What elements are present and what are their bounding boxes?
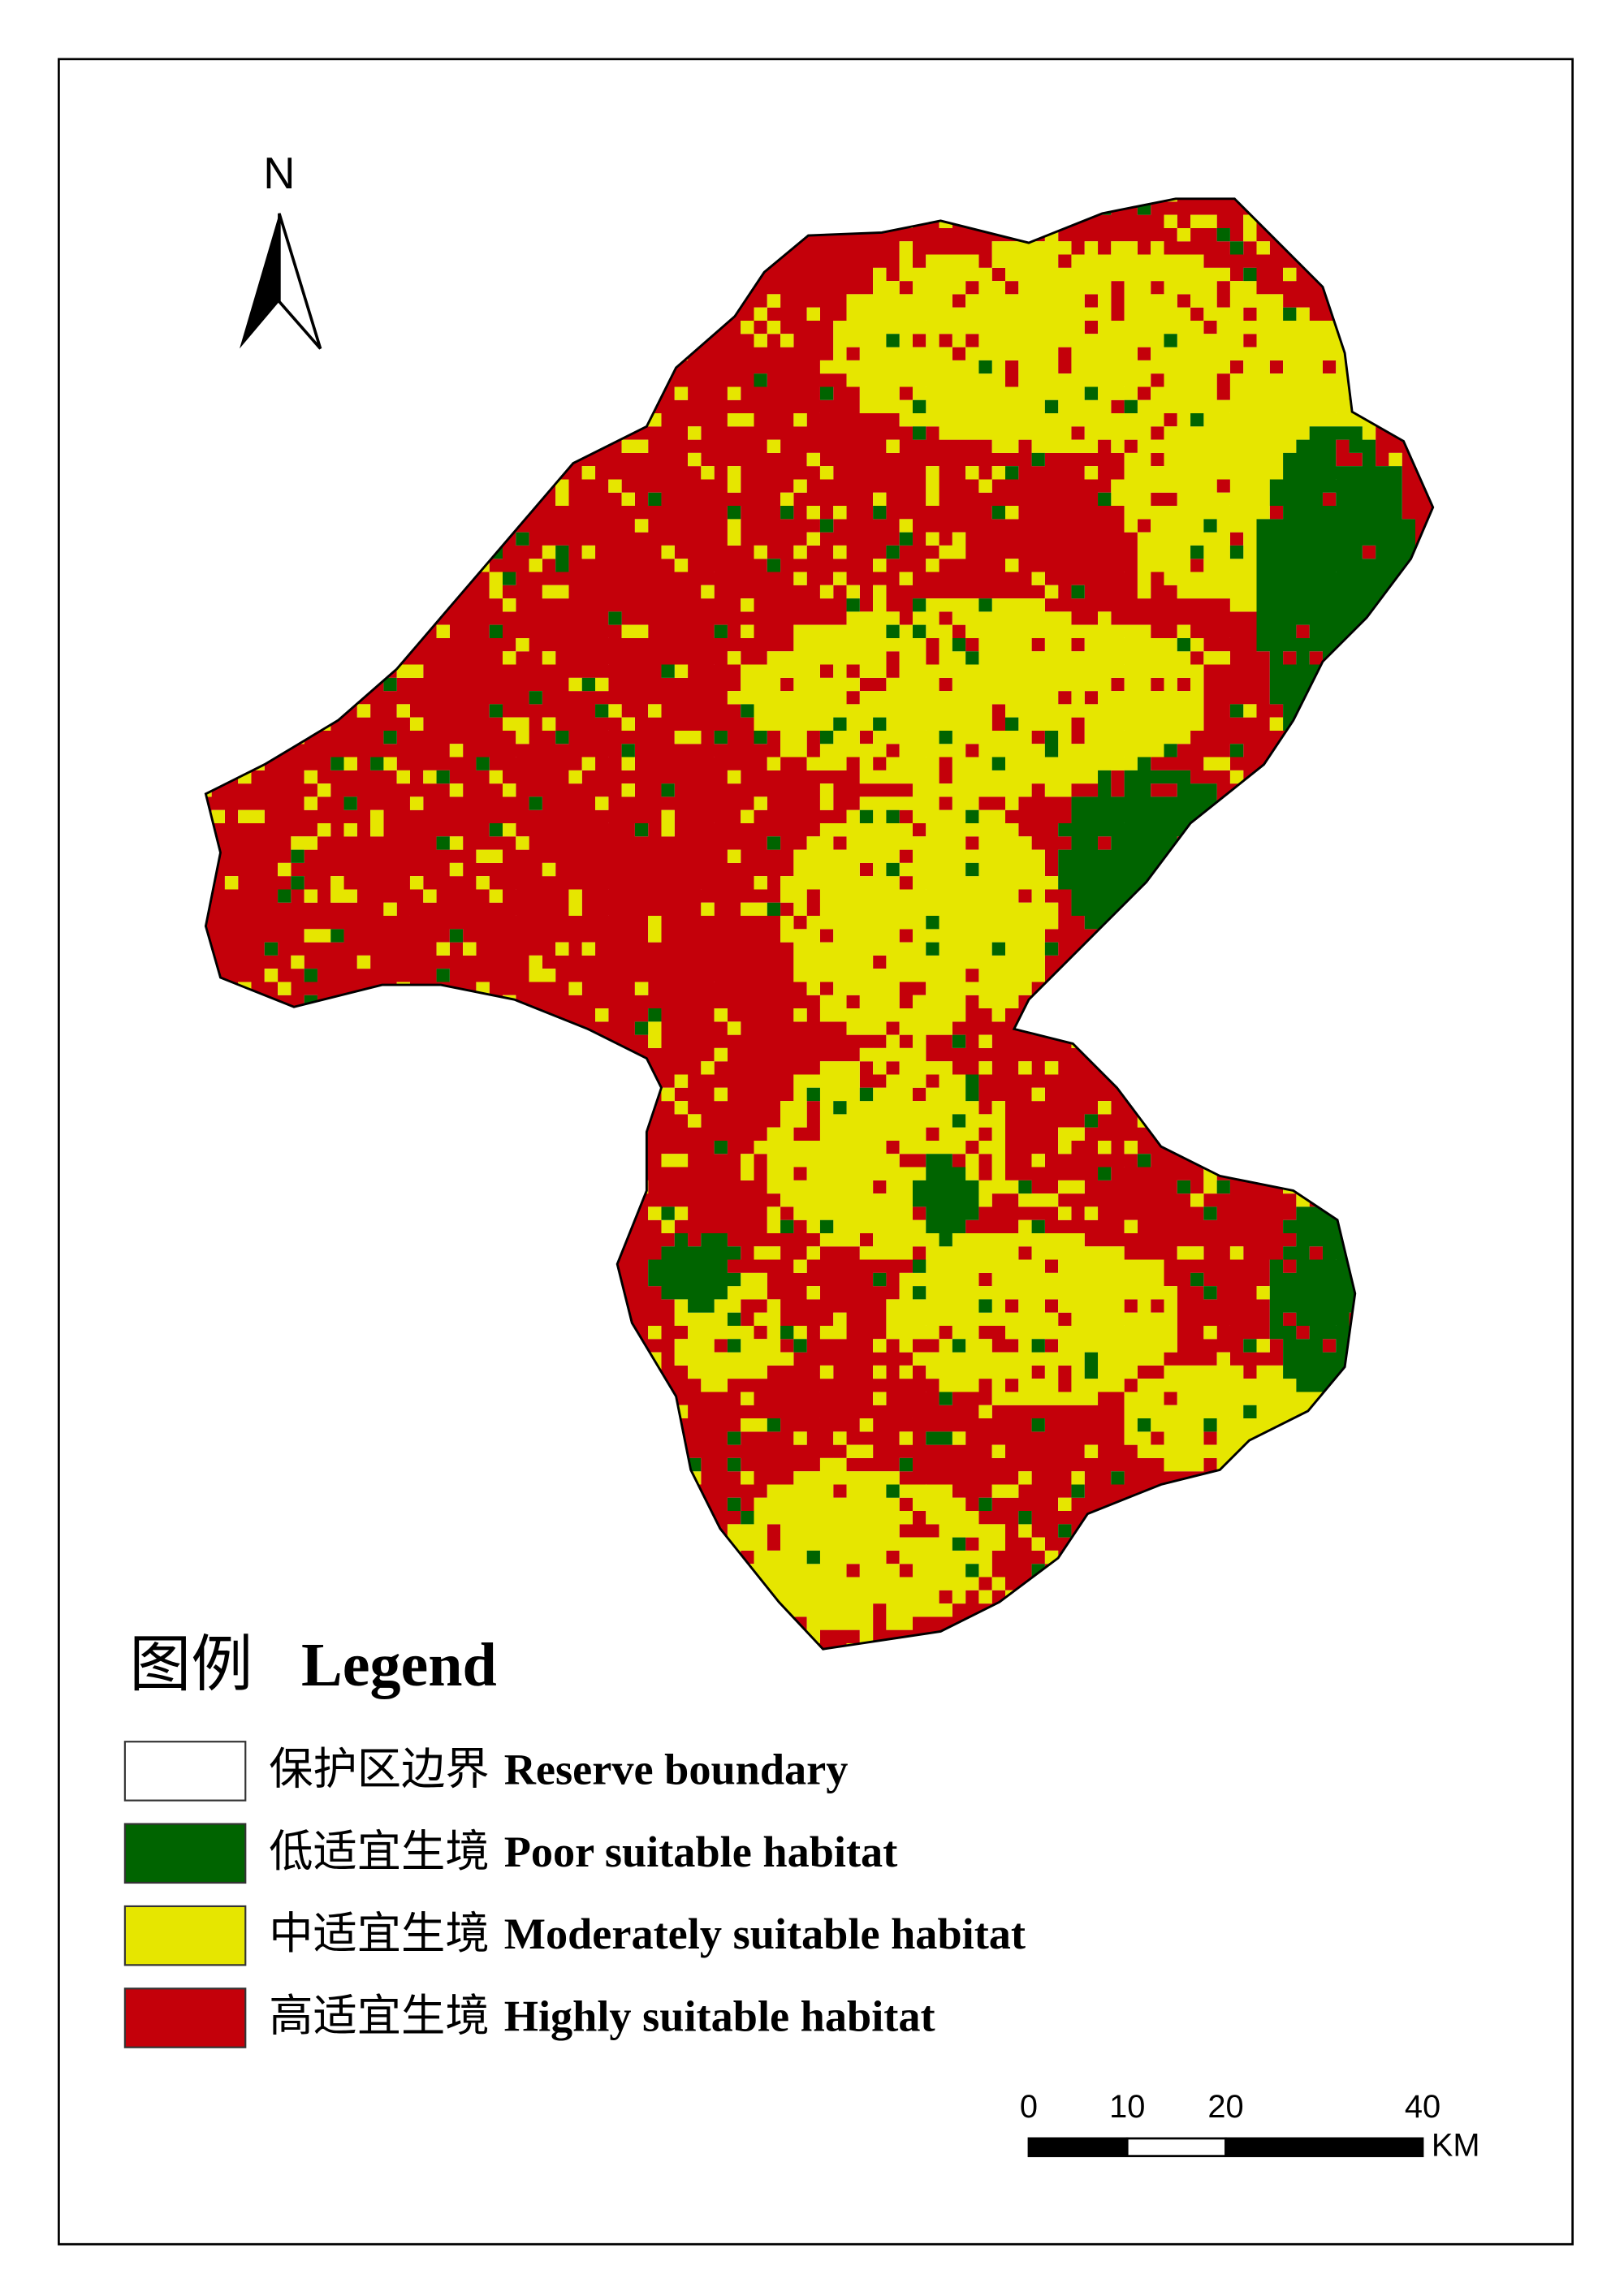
legend-label-cn: 高适宜生境 bbox=[269, 1992, 489, 2041]
legend-label-cn: 保护区边界 bbox=[269, 1745, 489, 1793]
legend-swatch bbox=[123, 1741, 247, 1802]
legend-label-en: Moderately suitable habitat bbox=[504, 1910, 1026, 1958]
north-label: N bbox=[263, 149, 295, 198]
north-arrow-left bbox=[240, 213, 279, 349]
legend-label-cn: 中适宜生境 bbox=[269, 1910, 489, 1958]
legend-label-en: Reserve boundary bbox=[504, 1745, 849, 1793]
scale-tick-label: 0 bbox=[1020, 2089, 1038, 2125]
scale-tick-label: 20 bbox=[1207, 2089, 1243, 2125]
north-arrow-right bbox=[278, 213, 322, 350]
legend-label-en: Poor suitable habitat bbox=[504, 1828, 898, 1876]
legend-swatch bbox=[123, 1823, 247, 1884]
legend-title-cn: 图例 bbox=[129, 1631, 253, 1699]
scale-unit: KM bbox=[1432, 2127, 1480, 2163]
legend: 保护区边界 Reserve boundary 低适宜生境 Poor suitable … bbox=[123, 1741, 1026, 2048]
legend-swatch bbox=[123, 1905, 247, 1966]
scale-segment bbox=[1224, 2137, 1424, 2157]
legend-swatch bbox=[123, 1987, 247, 2048]
scale-segment bbox=[1125, 2137, 1227, 2157]
scale-segment bbox=[1027, 2137, 1129, 2157]
reserve-boundary bbox=[204, 197, 1435, 1651]
legend-title-en: Legend bbox=[301, 1631, 497, 1699]
scale-tick-label: 40 bbox=[1405, 2089, 1440, 2125]
legend-label-en: Highly suitable habitat bbox=[504, 1992, 935, 2041]
scale-tick-label: 10 bbox=[1109, 2089, 1145, 2125]
legend-label-cn: 低适宜生境 bbox=[269, 1828, 489, 1876]
